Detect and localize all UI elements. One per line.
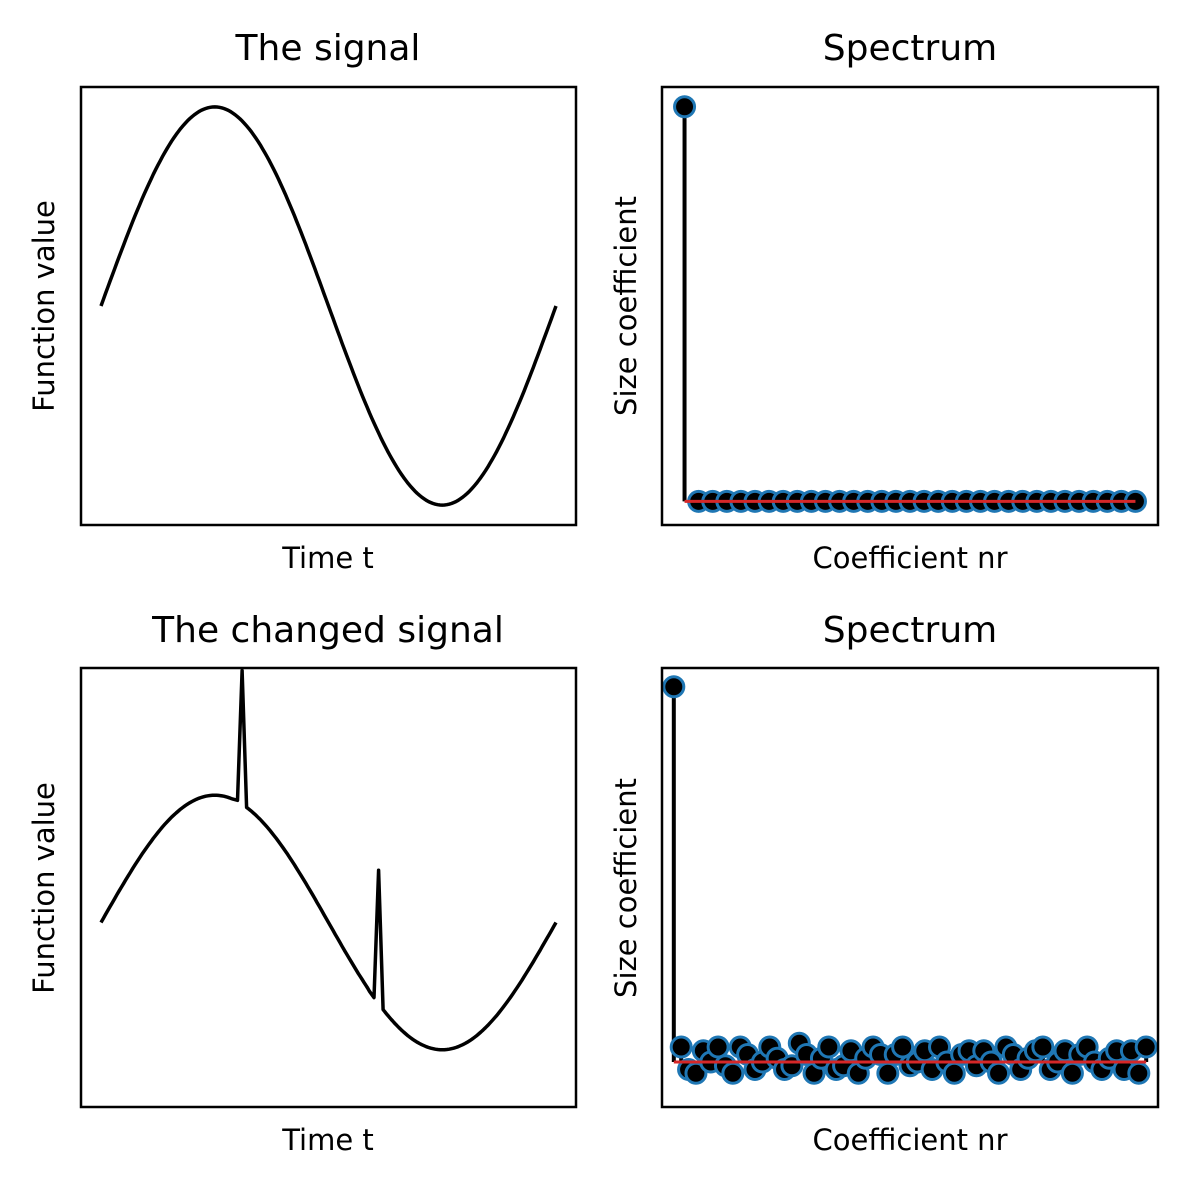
y-axis-label: Function value [27, 200, 61, 412]
x-axis-label: Time t [281, 541, 374, 575]
plot-area [673, 95, 1147, 513]
stem-marker [817, 1035, 841, 1059]
x-axis-label: Coefficient nr [813, 541, 1008, 575]
y-axis-label: Function value [27, 782, 61, 994]
stem-marker [942, 1061, 966, 1085]
axes-frame [660, 85, 1160, 527]
panel-spectrum-top: Spectrum Coefficient nr Size coefficient [609, 28, 1160, 575]
axes-frame [79, 666, 578, 1109]
stem-marker [721, 1061, 745, 1085]
panel-changed-signal: The changed signal Time t Function value [27, 610, 578, 1157]
stem-marker [706, 1035, 730, 1059]
stem-marker [987, 1061, 1011, 1085]
stem-marker [669, 1035, 693, 1059]
x-axis-label: Coefficient nr [813, 1123, 1008, 1157]
stem-marker [876, 1061, 900, 1085]
axes-frame [79, 85, 578, 527]
panel-title: Spectrum [823, 610, 997, 651]
signal-line [99, 668, 558, 1052]
panel-title: The signal [235, 28, 421, 69]
plot-area [99, 668, 558, 1052]
y-axis-label: Size coefficient [609, 196, 643, 416]
panel-title: Spectrum [823, 28, 997, 69]
plot-area [99, 105, 558, 507]
panel-spectrum-bottom: Spectrum Coefficient nr Size coefficient [609, 610, 1160, 1157]
stem-marker [1134, 1035, 1158, 1059]
axes-frame [660, 666, 1160, 1109]
stem-marker [1060, 1061, 1084, 1085]
stem-marker [673, 95, 697, 119]
signal-line [99, 105, 558, 507]
stem-marker [1127, 1061, 1151, 1085]
x-axis-label: Time t [281, 1123, 374, 1157]
panel-signal: The signal Time t Function value [27, 28, 578, 575]
plot-area [662, 675, 1158, 1085]
panel-title: The changed signal [151, 610, 504, 651]
stem-marker [1031, 1035, 1055, 1059]
y-axis-label: Size coefficient [609, 778, 643, 998]
stem-marker [662, 675, 686, 699]
